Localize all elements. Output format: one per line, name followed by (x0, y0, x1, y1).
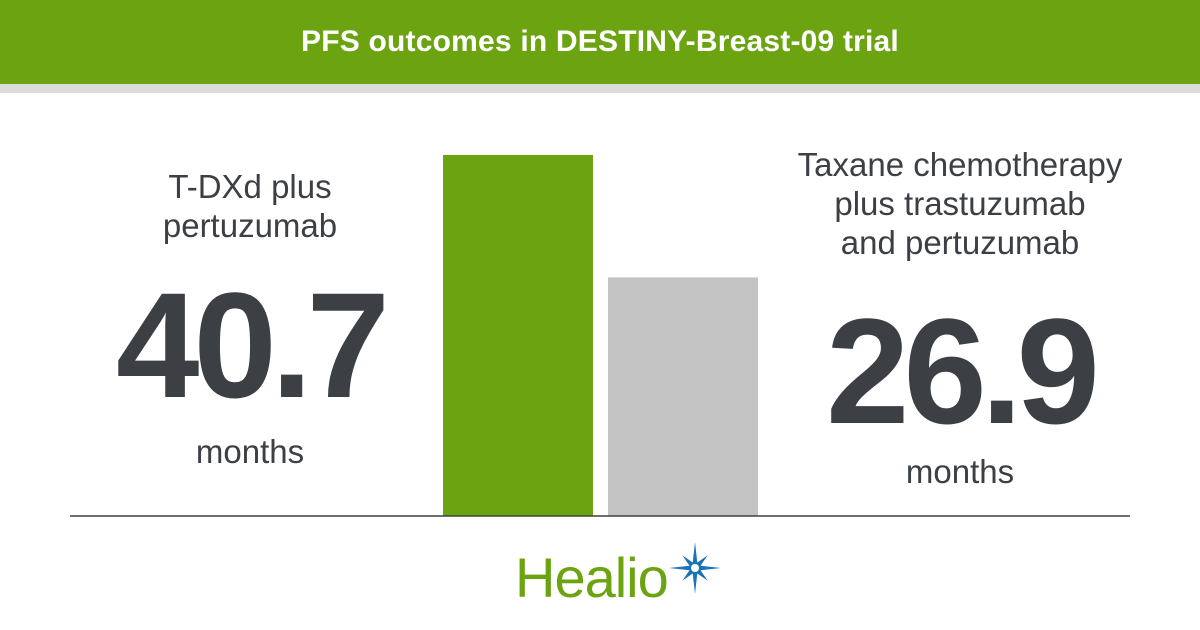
left-arm-label-line2: pertuzumab (162, 207, 338, 244)
header-divider (0, 84, 1200, 93)
right-arm-label-line2: plus trastuzumab (834, 185, 1086, 222)
header-banner: PFS outcomes in DESTINY-Breast-09 trial (0, 0, 1200, 84)
left-arm-unit: months (195, 433, 305, 470)
left-arm-label: T-DXd plus pertuzumab (60, 167, 440, 245)
bar-t-dxd-pertuzumab (443, 155, 593, 516)
right-arm-label-line3: and pertuzumab (840, 224, 1080, 261)
right-arm-unit: months (905, 453, 1015, 490)
star-burst-icon (669, 542, 721, 594)
left-arm-label-line1: T-DXd plus (168, 168, 332, 205)
healio-logo: Healio (515, 538, 725, 608)
chart-title: PFS outcomes in DESTINY-Breast-09 trial (301, 25, 899, 58)
left-arm-value: 40.7 (116, 261, 390, 429)
logo-wordmark: Healio (515, 546, 669, 609)
right-arm-label: Taxane chemotherapy plus trastuzumab and… (770, 145, 1150, 262)
right-arm-label-line1: Taxane chemotherapy (797, 146, 1123, 183)
right-arm-value: 26.9 (826, 287, 1100, 455)
bar-taxane-trastuzumab-pertuzumab (608, 277, 758, 516)
star-center (691, 564, 699, 572)
